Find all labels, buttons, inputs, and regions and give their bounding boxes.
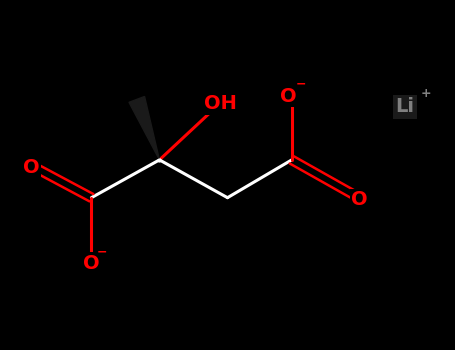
Text: −: − [296,78,306,91]
Text: O: O [280,87,296,106]
Text: Li: Li [396,97,415,117]
Polygon shape [129,97,159,160]
Text: O: O [83,254,100,273]
Text: O: O [23,158,39,177]
Text: OH: OH [203,94,237,113]
Text: −: − [97,246,107,259]
Text: O: O [352,190,368,209]
Text: +: + [421,87,432,100]
